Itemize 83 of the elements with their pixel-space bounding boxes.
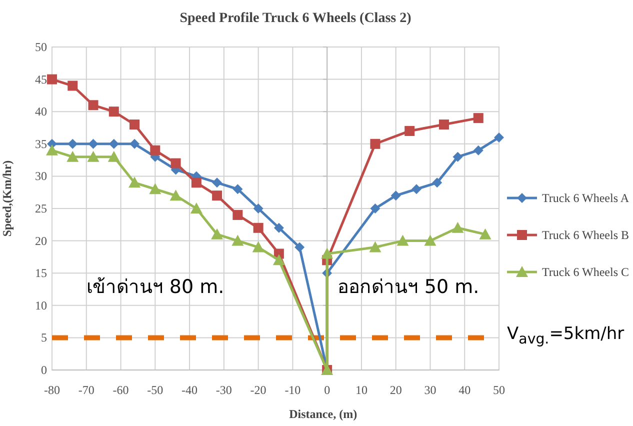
point xyxy=(370,138,380,149)
point xyxy=(87,150,100,162)
y-axis-title: Speed,(Km/hr) xyxy=(0,160,14,237)
point xyxy=(411,184,422,194)
point xyxy=(212,178,222,188)
point xyxy=(108,106,119,117)
y-tick-label: 5 xyxy=(41,330,47,345)
point xyxy=(479,228,492,240)
point xyxy=(473,113,484,124)
point xyxy=(130,138,140,149)
legend-label: Truck 6 Wheels B xyxy=(542,228,629,242)
x-tick-label: -50 xyxy=(147,383,164,397)
y-tick-label: 0 xyxy=(41,363,47,377)
point xyxy=(191,178,202,188)
point xyxy=(108,150,120,162)
point xyxy=(232,184,243,194)
point xyxy=(424,234,436,246)
x-tick-label: 30 xyxy=(424,383,436,397)
x-tick-label: -30 xyxy=(216,383,232,397)
point xyxy=(130,120,140,130)
ref-line-label: V$_{avg.}$=5km/hr xyxy=(507,324,624,348)
point xyxy=(252,241,264,252)
x-tick-label: 10 xyxy=(355,383,368,397)
point xyxy=(232,210,243,220)
point xyxy=(108,138,119,149)
x-tick-label: -20 xyxy=(250,383,266,397)
point xyxy=(452,222,464,233)
annotation: ออกด่านฯ 50 m. xyxy=(337,276,480,298)
point xyxy=(47,74,57,84)
point xyxy=(494,132,504,142)
point xyxy=(88,138,98,149)
x-tick-label: -60 xyxy=(112,383,129,397)
point xyxy=(190,202,202,214)
point xyxy=(128,176,141,188)
point xyxy=(253,222,264,233)
y-tick-label: 15 xyxy=(35,266,47,280)
point xyxy=(404,126,415,136)
y-tick-label: 35 xyxy=(35,136,47,151)
chart-title: Speed Profile Truck 6 Wheels (Class 2) xyxy=(180,11,412,26)
point xyxy=(272,254,285,266)
point xyxy=(68,80,78,91)
point xyxy=(390,190,401,201)
point xyxy=(274,222,284,233)
y-tick-label: 25 xyxy=(35,202,47,216)
point xyxy=(211,228,224,240)
point xyxy=(170,158,181,168)
point xyxy=(369,241,382,252)
point xyxy=(212,190,222,201)
point xyxy=(68,138,78,149)
point xyxy=(321,248,334,259)
x-tick-label: -70 xyxy=(78,383,94,397)
x-tick-label: -10 xyxy=(284,383,301,397)
x-tick-label: 20 xyxy=(390,383,402,397)
point xyxy=(170,190,182,201)
y-tick-label: 40 xyxy=(35,104,47,119)
legend-label: Truck 6 Wheels A xyxy=(542,191,630,205)
y-tick-label: 20 xyxy=(35,234,47,248)
point xyxy=(452,152,463,162)
point xyxy=(253,204,264,214)
point xyxy=(150,145,160,156)
x-tick-label: 40 xyxy=(458,383,471,397)
point xyxy=(294,242,305,252)
point xyxy=(438,120,449,130)
point xyxy=(149,183,162,194)
point xyxy=(46,144,58,156)
y-tick-label: 30 xyxy=(35,169,47,184)
y-tick-label: 10 xyxy=(35,298,47,312)
x-tick-label: -40 xyxy=(182,383,198,397)
point xyxy=(473,145,484,156)
point xyxy=(66,150,79,162)
point xyxy=(232,234,244,246)
y-tick-label: 50 xyxy=(35,40,47,54)
x-tick-label: 50 xyxy=(493,383,505,397)
legend-label: Truck 6 Wheels C xyxy=(542,265,629,279)
x-tick-label: -80 xyxy=(44,383,60,397)
point xyxy=(370,204,380,214)
y-tick-label: 45 xyxy=(35,72,47,86)
point xyxy=(396,234,409,246)
x-tick-label: 0 xyxy=(324,383,330,397)
point xyxy=(432,178,442,188)
x-axis-title: Distance, (m) xyxy=(289,407,358,421)
point xyxy=(88,100,98,110)
annotation: เข้าด่านฯ 80 m. xyxy=(86,276,224,298)
